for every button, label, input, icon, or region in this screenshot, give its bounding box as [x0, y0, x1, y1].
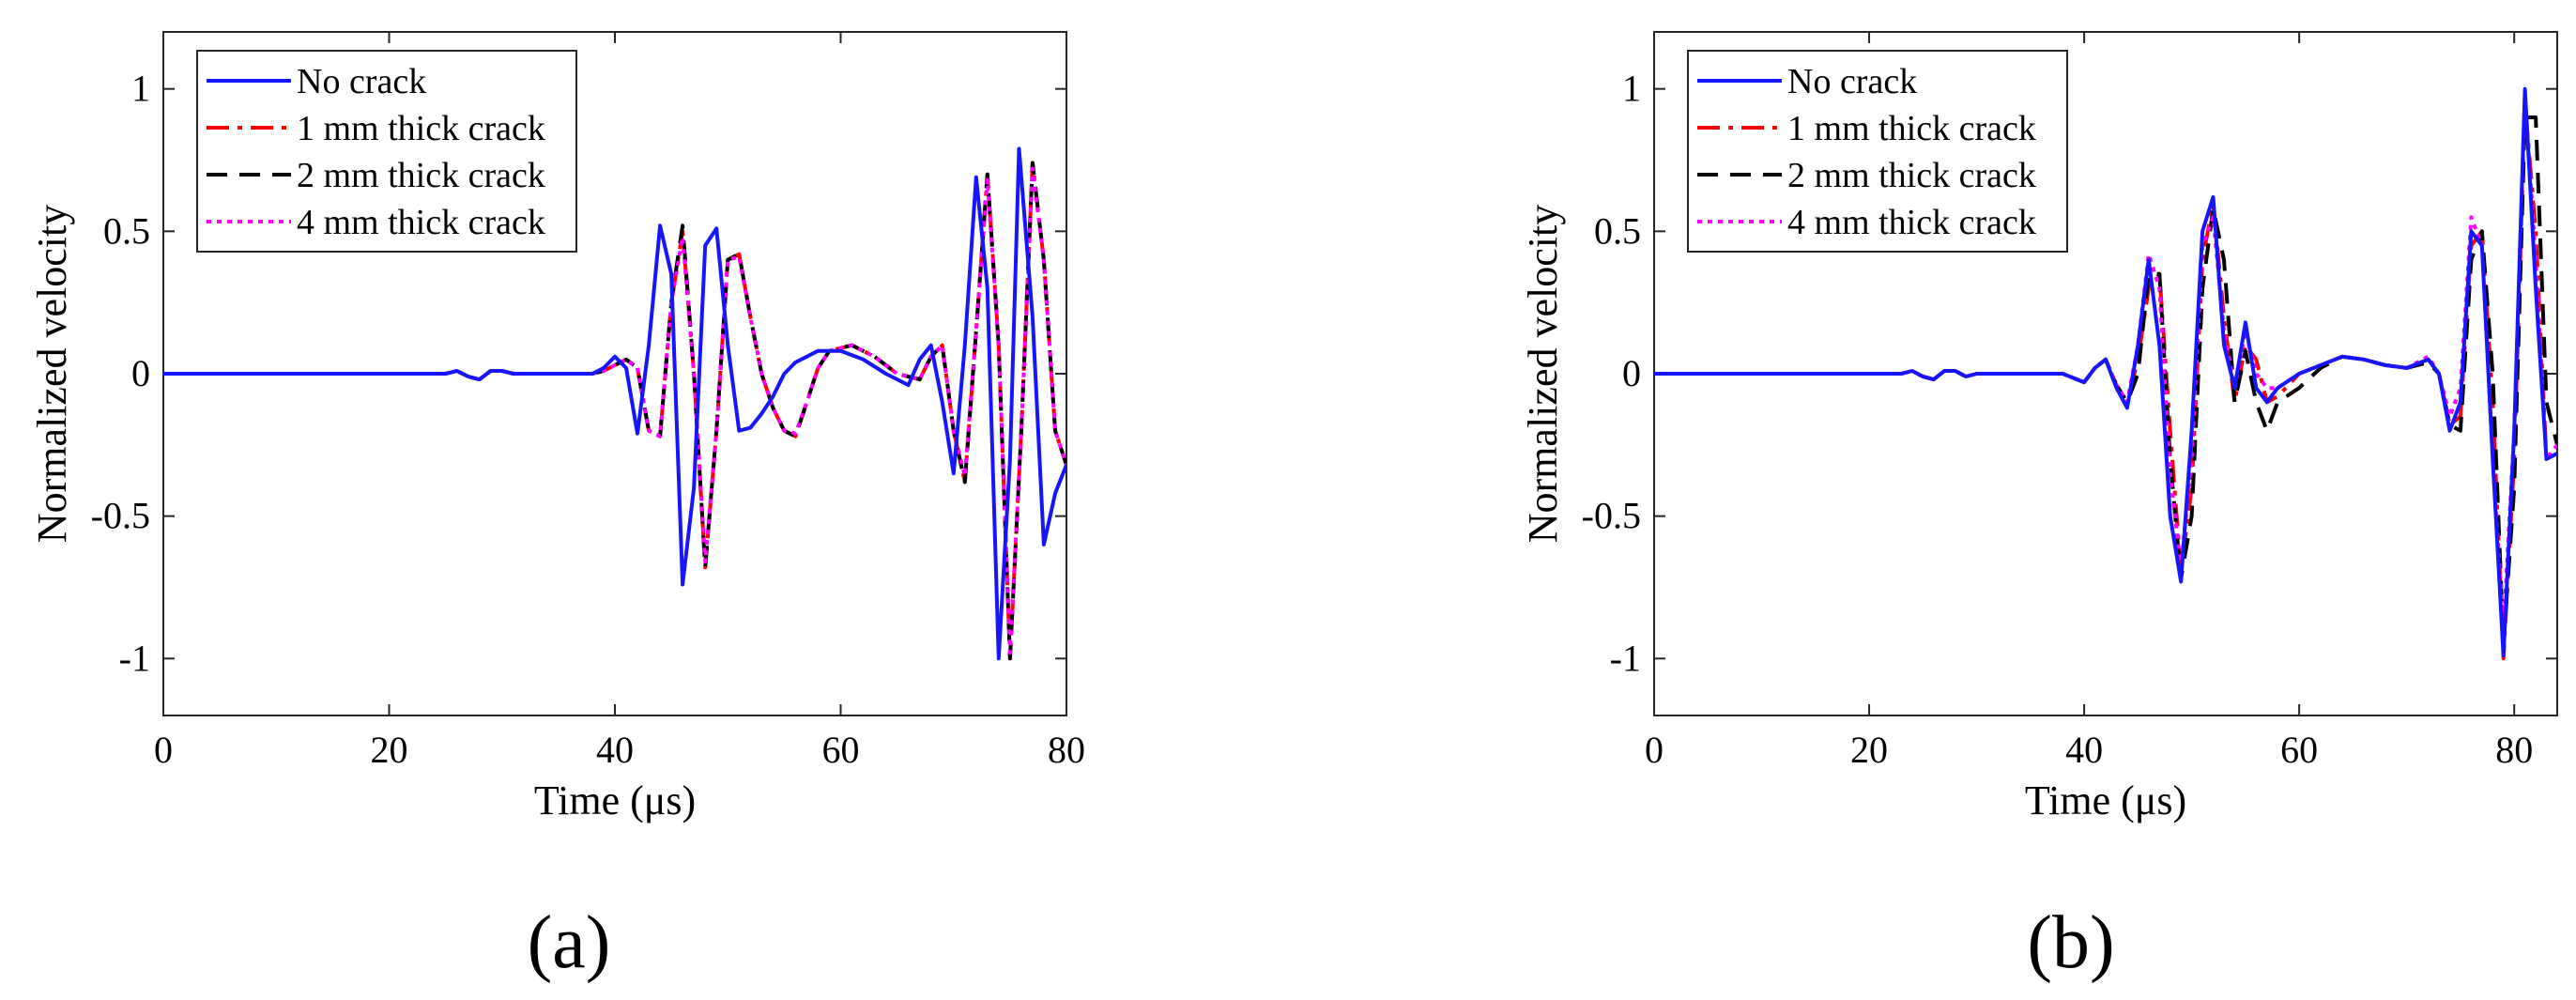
legend-label: No crack: [297, 62, 426, 101]
x-axis-label: Time (μs): [534, 777, 696, 823]
chart-panel-a: 0 20 40 60 80 1 0.5 0 -0.5 -1 Time (μs) Normalized …: [29, 31, 1085, 984]
series-line-no-crack: [163, 146, 1066, 661]
legend-label: 4 mm thick crack: [1787, 203, 2036, 242]
y-tick-label: -0.5: [91, 495, 150, 537]
x-tick-label: 20: [1850, 729, 1888, 771]
x-tick-label: 20: [371, 729, 408, 771]
panel-caption: (b): [2027, 901, 2114, 984]
x-tick-label: 40: [2065, 729, 2103, 771]
x-tick-label: 0: [154, 729, 173, 771]
x-tick-label: 60: [2280, 729, 2318, 771]
y-axis-label: Normalized velocity: [29, 205, 75, 543]
legend-label: 2 mm thick crack: [297, 156, 545, 195]
legend-label: 1 mm thick crack: [297, 109, 545, 148]
legend-box: [1687, 50, 2068, 253]
x-axis-label: Time (μs): [2025, 777, 2186, 823]
y-tick-label: -1: [1610, 637, 1641, 679]
legend-label: 2 mm thick crack: [1787, 156, 2036, 195]
y-tick-label: -0.5: [1582, 495, 1641, 537]
series-group: [163, 146, 1066, 661]
y-tick-label: 0.5: [103, 209, 150, 252]
y-tick-label: 0: [131, 352, 150, 394]
series-line-no-crack: [1654, 86, 2557, 658]
y-tick-label: 1: [131, 68, 150, 110]
x-tick-label: 80: [2495, 729, 2533, 771]
chart-panel-b: 0 20 40 60 80 1 0.5 0 -0.5 -1 Time (μs) Normalized …: [1520, 31, 2558, 984]
series-group: [1654, 86, 2557, 661]
x-tick-label: 40: [596, 729, 634, 771]
y-tick-label: 1: [1622, 68, 1641, 110]
x-tick-label: 0: [1645, 729, 1664, 771]
y-tick-label: -1: [119, 637, 150, 679]
legend-label: No crack: [1787, 62, 1917, 101]
y-axis-label: Normalized velocity: [1520, 205, 1566, 543]
legend-box: [196, 50, 577, 253]
legend-label: 1 mm thick crack: [1787, 109, 2036, 148]
y-tick-label: 0.5: [1594, 209, 1641, 252]
panel-caption: (a): [528, 901, 611, 984]
y-tick-label: 0: [1622, 352, 1641, 394]
series-line-2-mm-thick-crack: [1654, 115, 2557, 647]
x-tick-label: 80: [1048, 729, 1085, 771]
legend-label: 4 mm thick crack: [297, 203, 545, 242]
x-tick-label: 60: [822, 729, 860, 771]
